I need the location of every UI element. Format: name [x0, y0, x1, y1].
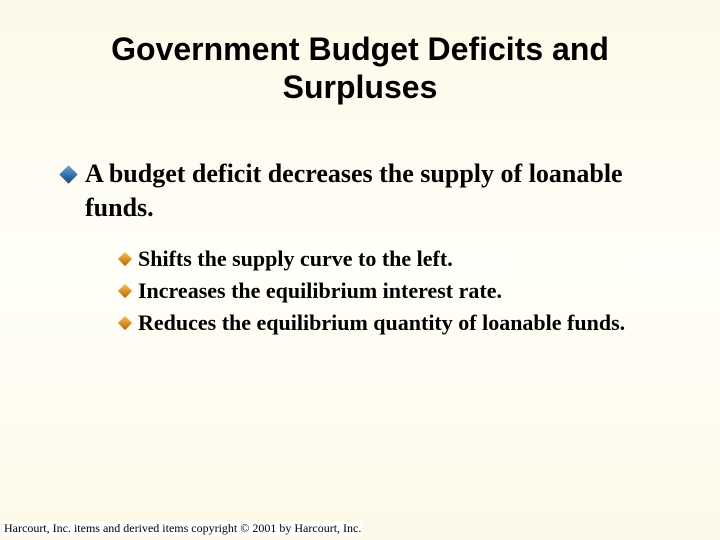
slide-container: Government Budget Deficits and Surpluses… — [0, 0, 720, 540]
sub-bullet-list: Shifts the supply curve to the left. Inc… — [120, 244, 670, 337]
sub-bullet: Shifts the supply curve to the left. — [120, 244, 670, 274]
diamond-icon — [118, 284, 132, 298]
main-bullet: A budget deficit decreases the supply of… — [62, 157, 670, 225]
sub-bullet: Increases the equilibrium interest rate. — [120, 276, 670, 306]
slide-title: Government Budget Deficits and Surpluses — [50, 30, 670, 107]
sub-bullet-text: Shifts the supply curve to the left. — [138, 244, 453, 274]
main-bullet-text: A budget deficit decreases the supply of… — [85, 157, 670, 225]
diamond-icon — [118, 252, 132, 266]
diamond-icon — [118, 316, 132, 330]
copyright-footer: Harcourt, Inc. items and derived items c… — [2, 521, 363, 536]
sub-bullet: Reduces the equilibrium quantity of loan… — [120, 308, 670, 338]
sub-bullet-text: Reduces the equilibrium quantity of loan… — [138, 308, 625, 338]
sub-bullet-text: Increases the equilibrium interest rate. — [138, 276, 502, 306]
diamond-icon — [59, 165, 77, 183]
